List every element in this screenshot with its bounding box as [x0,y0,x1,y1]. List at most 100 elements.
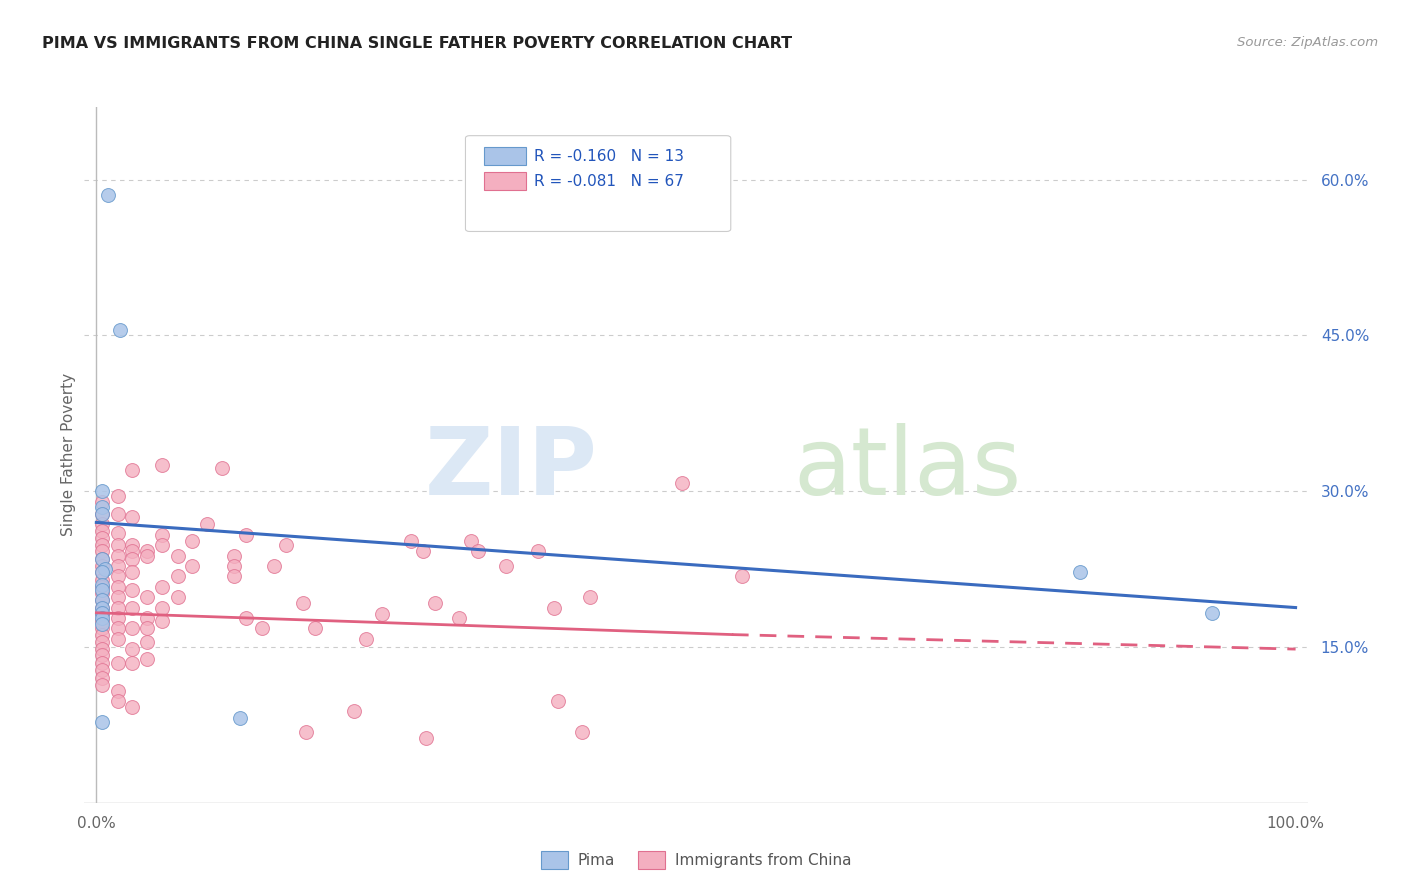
Point [195,517,218,532]
Point [412,544,434,558]
Point [91,593,114,607]
Point [91,627,114,641]
Point [91,607,114,621]
Point [91,531,114,545]
Point [135,611,157,625]
Point [107,611,129,625]
Point [91,566,114,580]
Point [371,607,394,621]
Point [91,656,114,670]
Point [229,711,252,725]
Point [460,534,482,549]
Point [107,600,129,615]
Point [91,600,114,615]
Text: Source: ZipAtlas.com: Source: ZipAtlas.com [1237,36,1378,49]
Point [91,635,114,649]
Point [150,538,173,552]
Point [121,582,143,597]
Point [91,538,114,552]
Point [110,323,132,337]
Point [135,544,157,558]
Point [211,461,233,475]
Point [730,569,752,583]
Point [91,578,114,592]
Point [91,573,114,587]
Point [224,569,246,583]
Point [107,632,129,646]
Point [671,475,693,490]
Point [150,614,173,628]
Point [121,621,143,635]
Point [97,188,120,202]
Point [121,551,143,566]
Point [91,678,114,692]
Point [91,551,114,566]
Point [224,549,246,563]
Point [547,694,569,708]
Point [107,621,129,635]
Point [107,538,129,552]
Point [121,700,143,714]
Point [107,590,129,604]
Point [91,671,114,685]
Point [235,528,257,542]
Point [415,731,437,746]
Point [91,614,114,628]
Point [467,544,489,558]
Point [423,596,446,610]
Point [91,580,114,594]
Point [91,559,114,574]
Point [263,559,285,574]
Point [167,549,190,563]
Text: atlas: atlas [794,423,1022,515]
Point [121,538,143,552]
Point [135,621,157,635]
Point [91,544,114,558]
Point [91,663,114,677]
Point [91,606,114,620]
Point [107,507,129,521]
Point [135,590,157,604]
Point [1201,606,1223,620]
Point [91,507,114,521]
Point [121,566,143,580]
Point [91,494,114,508]
Point [250,621,273,635]
Point [354,632,377,646]
Point [107,569,129,583]
Point [181,559,204,574]
Point [543,600,565,615]
Point [1069,566,1091,580]
Point [91,593,114,607]
Point [91,611,114,625]
Point [91,600,114,615]
Point [224,559,246,574]
Point [121,600,143,615]
Point [447,611,470,625]
Point [91,582,114,597]
Point [91,586,114,600]
Point [343,705,366,719]
Point [304,621,326,635]
Point [579,590,602,604]
Text: R = -0.160   N = 13: R = -0.160 N = 13 [534,149,685,164]
Y-axis label: Single Father Poverty: Single Father Poverty [60,374,76,536]
Point [107,656,129,670]
Legend: Pima, Immigrants from China: Pima, Immigrants from China [534,846,858,875]
Point [135,652,157,666]
Point [91,500,114,514]
Point [399,534,422,549]
Point [135,635,157,649]
Text: R = -0.081   N = 67: R = -0.081 N = 67 [534,174,685,189]
Point [121,463,143,477]
Point [107,525,129,540]
Point [107,694,129,708]
Point [91,648,114,663]
Point [91,484,114,499]
Point [235,611,257,625]
Point [150,458,173,473]
Point [107,683,129,698]
Point [121,642,143,657]
Point [91,517,114,532]
Point [107,490,129,504]
